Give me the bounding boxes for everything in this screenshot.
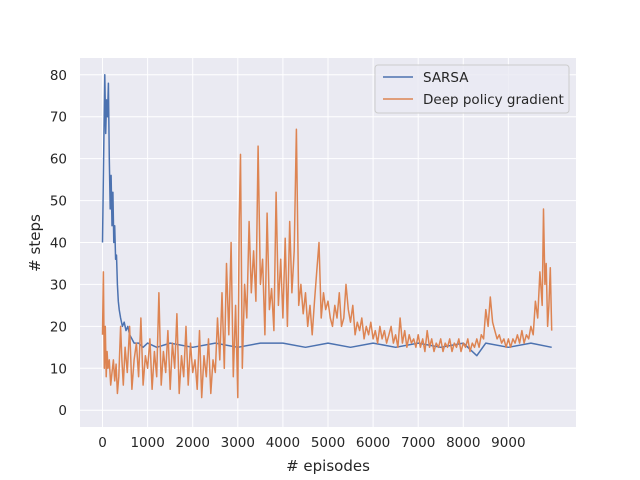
- x-axis-label: # episodes: [286, 457, 370, 475]
- y-tick-label: 40: [50, 236, 67, 252]
- x-tick-label: 3000: [221, 435, 255, 451]
- x-tick-label: 5000: [311, 435, 345, 451]
- y-tick-labels: 0 10 20 30 40 50 60 70 80: [50, 68, 67, 419]
- y-tick-label: 0: [58, 403, 67, 419]
- x-tick-label: 8000: [446, 435, 480, 451]
- series-lines: [101, 74, 553, 399]
- x-tick-label: 9000: [491, 435, 525, 451]
- y-tick-label: 30: [50, 277, 67, 293]
- legend: SARSA Deep policy gradient: [374, 64, 570, 114]
- x-tick-label: 2000: [176, 435, 210, 451]
- x-tick-label: 4000: [266, 435, 300, 451]
- y-tick-label: 20: [50, 319, 67, 335]
- y-tick-label: 10: [50, 361, 67, 377]
- series-line: [101, 74, 552, 357]
- x-tick-label: 1000: [130, 435, 164, 451]
- legend-box: [374, 64, 570, 114]
- y-axis-label: # steps: [26, 214, 44, 272]
- x-tick-labels: 0 1000 2000 3000 4000 5000 6000 7000 8000 9000: [98, 435, 525, 451]
- x-tick-label: 0: [98, 435, 107, 451]
- legend-label: SARSA: [423, 70, 469, 86]
- y-tick-label: 70: [50, 110, 67, 126]
- y-tick-label: 50: [50, 194, 67, 210]
- x-tick-label: 6000: [356, 435, 390, 451]
- legend-label: Deep policy gradient: [423, 92, 564, 108]
- y-tick-label: 80: [50, 68, 67, 84]
- y-tick-label: 60: [50, 152, 67, 168]
- series-line: [101, 128, 553, 399]
- x-tick-label: 7000: [401, 435, 435, 451]
